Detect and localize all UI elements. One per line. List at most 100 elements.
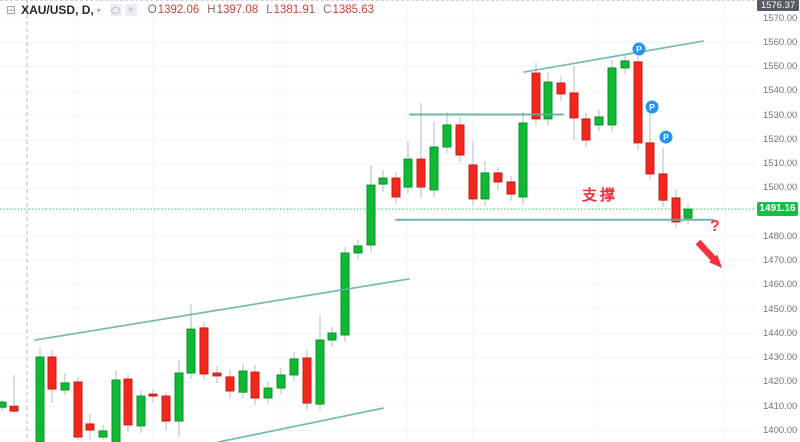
axis-label: 1480.00 [763,230,798,242]
candle-body-up[interactable] [594,116,604,126]
open-label: O [147,4,157,16]
chart-top-border [0,0,800,1]
candle-body-down[interactable] [302,357,312,404]
candle-body-up[interactable] [607,67,617,126]
candle-body-up[interactable] [353,245,363,254]
candle-body-up[interactable] [480,172,490,200]
candle-body-up[interactable] [366,184,376,246]
eye-icon[interactable] [109,4,122,16]
candle-body-down[interactable] [212,372,222,377]
candle-body-up[interactable] [276,374,286,389]
candle-body-up[interactable] [263,387,273,399]
price-scale[interactable]: 1576.37 1570.00 1560.00 1550.00 1540.00 1530… [755,0,800,442]
axis-label: 1530.00 [763,109,798,121]
down-arrow-head[interactable] [709,254,722,268]
support-annotation[interactable]: 支撑 [582,187,619,204]
down-arrow-shaft[interactable] [695,239,717,263]
candle-body-down[interactable] [468,164,478,200]
candle-body-down[interactable] [148,393,158,397]
candle-body-down[interactable] [493,172,503,183]
upper-trendline[interactable] [523,40,704,73]
question-mark-annotation[interactable]: ? [710,218,720,235]
axis-label: 1500.00 [763,182,798,194]
last-price-badge: 1491.16 [757,202,798,217]
candle-body-up[interactable] [289,358,299,376]
candle-body-up[interactable] [174,372,184,422]
lower-channel-upper-line[interactable] [34,278,410,341]
p-marker-letter: P [663,132,669,142]
candle-body-down[interactable] [47,356,57,390]
candle-body-up[interactable] [327,332,337,341]
axis-label: 1510.00 [763,158,798,169]
candle-body-down[interactable] [250,371,260,399]
p-marker-icon[interactable] [632,42,646,56]
candle-body-down[interactable] [671,197,681,223]
chevron-down-icon[interactable]: ▾ [96,5,101,15]
candle-body-down[interactable] [658,173,668,201]
candle-body-down[interactable] [569,92,579,119]
axis-label: 1570.00 [763,12,798,24]
candle-body-up[interactable] [60,382,70,391]
candle-body-up[interactable] [315,339,325,405]
candle-body-down[interactable] [73,381,83,438]
candle-body-up[interactable] [429,146,439,191]
close-value: 1385.63 [332,4,375,16]
candle-body-down[interactable] [123,378,133,426]
candle-body-down[interactable] [161,395,171,422]
candle-body-down[interactable] [391,177,401,198]
axis-top-badge: 1576.37 [757,0,799,11]
candle-body-down[interactable] [633,61,643,144]
candle-body-down[interactable] [85,423,95,431]
candle-body-down[interactable] [9,405,19,412]
candle-body-up[interactable] [620,60,630,69]
axis-label: 1540.00 [763,85,798,97]
candle-body-up[interactable] [683,208,693,219]
candle-body-down[interactable] [556,82,566,95]
axis-label: 1400.00 [763,424,798,436]
candle-body-down[interactable] [416,158,426,188]
high-label: H [207,4,216,16]
candle-body-up[interactable] [35,356,45,442]
candle-body-down[interactable] [455,124,465,156]
axis-label: 1470.00 [763,255,798,266]
close-label: C [323,4,332,16]
candle-body-down[interactable] [581,118,591,141]
axis-label: 1420.00 [763,376,798,388]
p-marker-icon[interactable] [659,130,673,144]
axis-label: 1550.00 [763,61,798,72]
candle-body-up[interactable] [518,122,528,198]
candle-body-down[interactable] [506,181,516,195]
gear-icon[interactable]: ✳ [124,4,137,16]
candle-body-up[interactable] [442,124,452,148]
candle-body-up[interactable] [238,370,248,393]
p-marker-letter: P [649,102,655,112]
candle-body-up[interactable] [98,430,108,438]
high-value: 1397.08 [216,4,259,16]
axis-label: 1460.00 [763,279,798,291]
candle-body-up[interactable] [111,379,121,442]
candle-body-down[interactable] [199,327,209,375]
axis-label: 1440.00 [763,327,798,339]
p-marker-icon[interactable] [645,100,659,114]
candle-body-down[interactable] [531,72,541,120]
lower-channel-lower-line[interactable] [217,407,384,442]
candle-body-up[interactable] [136,395,146,427]
candle-body-down[interactable] [225,376,235,392]
low-label: L [266,4,273,16]
axis-label: 1450.00 [763,303,798,315]
symbol-title[interactable]: XAU/USD, D, [21,3,94,17]
open-value: 1392.06 [157,4,200,16]
candle-body-up[interactable] [0,401,7,408]
candle-body-down[interactable] [645,142,655,175]
legend-hover-icons: ✳ [109,4,137,16]
axis-label: 1430.00 [763,352,798,363]
candle-body-up[interactable] [543,81,553,120]
candle-body-up[interactable] [186,328,196,374]
candle-body-up[interactable] [403,158,413,188]
collapse-icon[interactable]: ⊟ [6,3,17,17]
candle-body-up[interactable] [378,177,388,185]
candle-body-up[interactable] [340,252,350,336]
axis-label: 1410.00 [763,400,798,412]
